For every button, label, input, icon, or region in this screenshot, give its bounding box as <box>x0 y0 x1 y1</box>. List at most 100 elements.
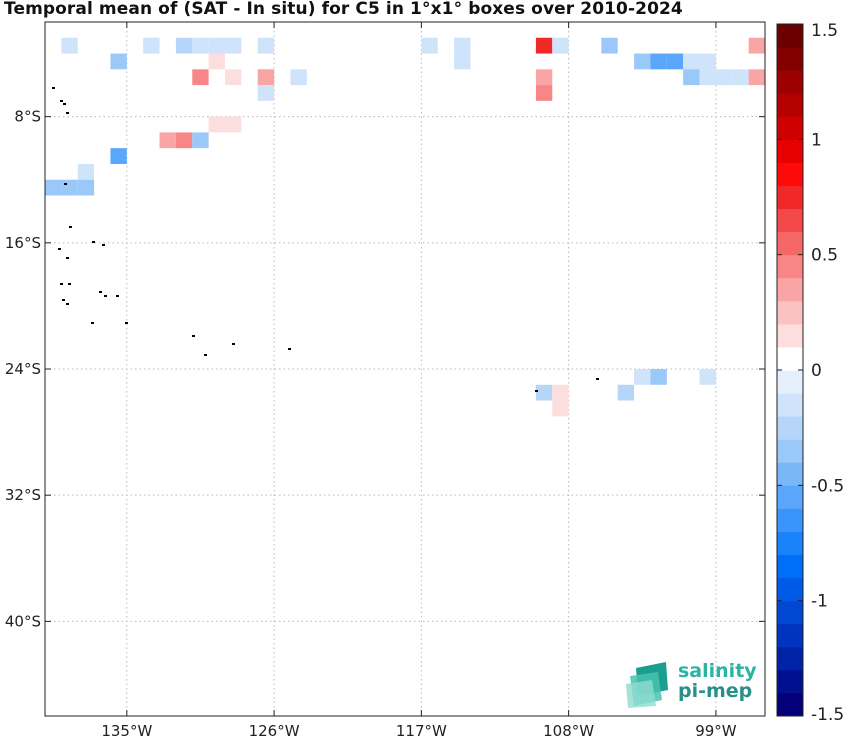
x-tick-label: 108°W <box>543 722 594 740</box>
heatmap-cell <box>192 132 209 149</box>
island-mark <box>66 303 69 305</box>
heatmap-cell <box>257 69 275 86</box>
salinity-pi-mep-logo: salinity pi-mep <box>626 660 757 710</box>
heatmap-cell <box>454 37 471 54</box>
colorbar-swatch <box>777 93 803 117</box>
heatmap-cell <box>699 69 716 86</box>
island-mark <box>192 335 195 337</box>
y-tick-label: 24°S <box>5 360 41 378</box>
colorbar-swatch <box>777 646 803 671</box>
colorbar-swatch <box>777 24 803 48</box>
heatmap-cell <box>77 163 95 180</box>
island-mark <box>60 100 63 102</box>
heatmap-cell <box>257 37 275 54</box>
colorbar-swatch <box>777 277 803 302</box>
island-mark <box>66 112 69 114</box>
colorbar-swatch <box>777 162 803 186</box>
colorbar-swatch <box>777 185 803 210</box>
heatmap-cell <box>257 85 275 101</box>
y-tick-label: 32°S <box>5 486 41 504</box>
heatmap-cell <box>535 384 553 401</box>
heatmap-cell <box>650 369 667 385</box>
island-mark <box>596 378 599 380</box>
colorbar-swatch <box>777 577 803 602</box>
heatmap-cell <box>699 53 716 70</box>
island-mark <box>204 354 207 356</box>
heatmap-cell <box>552 384 569 401</box>
heatmap-cell <box>192 69 209 86</box>
colorbar-swatch <box>777 623 803 648</box>
island-mark <box>66 257 69 259</box>
x-tick-label: 126°W <box>249 722 300 740</box>
colorbar-tick-label: -1.5 <box>811 705 844 725</box>
x-tick-label: 99°W <box>695 722 737 740</box>
heatmap-cell <box>683 53 700 70</box>
island-mark <box>58 248 61 250</box>
colorbar-swatch <box>777 600 803 625</box>
colorbar-swatch <box>777 393 803 417</box>
heatmap-cell <box>143 37 160 54</box>
island-mark <box>63 103 66 105</box>
logo-text-pi-mep: pi-mep <box>678 680 753 702</box>
heatmap-cell <box>61 37 78 54</box>
colorbar-swatch <box>777 254 803 279</box>
logo-wave-icon <box>626 662 668 708</box>
island-mark <box>116 295 119 297</box>
heatmap-cell <box>192 37 209 54</box>
heatmap-cell <box>175 132 193 149</box>
heatmap-cell <box>650 53 667 70</box>
island-mark <box>64 183 67 185</box>
island-mark <box>68 283 71 285</box>
island-mark <box>288 348 291 350</box>
heatmap-cell <box>77 179 95 196</box>
colorbar-tick-label: -0.5 <box>811 476 844 496</box>
heatmap-cell <box>617 384 635 401</box>
heatmap-cell <box>666 53 684 70</box>
colorbar-swatch <box>777 139 803 163</box>
island-mark <box>52 87 55 89</box>
colorbar-swatch <box>777 47 803 71</box>
x-tick-label: 117°W <box>396 722 447 740</box>
heatmap-cell <box>748 69 765 86</box>
heatmap-cell <box>45 179 62 196</box>
colorbar-swatch <box>777 462 803 486</box>
heatmap-cell <box>208 37 225 54</box>
heatmap-cell <box>208 116 225 133</box>
colorbar-tick-label: -1 <box>811 592 828 612</box>
island-mark <box>91 322 94 324</box>
colorbar-tick-label: 0.5 <box>811 246 838 266</box>
heatmap-cell <box>110 148 127 164</box>
colorbar-swatch <box>777 116 803 140</box>
colorbar-swatch <box>777 323 803 348</box>
island-mark <box>125 322 128 324</box>
heatmap-cell <box>634 53 651 70</box>
island-mark <box>60 283 63 285</box>
island-mark <box>104 295 107 297</box>
heatmap-cell <box>225 116 242 133</box>
colorbar-swatch <box>777 300 803 325</box>
island-mark <box>232 343 235 345</box>
heatmap-cell <box>699 369 716 385</box>
y-tick-label: 16°S <box>5 234 41 252</box>
colorbar-swatch <box>777 370 803 394</box>
island-mark <box>92 241 95 243</box>
island-mark <box>102 244 105 246</box>
colorbar-swatch <box>777 208 803 233</box>
colorbar-swatch <box>777 692 803 717</box>
island-mark <box>69 226 72 228</box>
heatmap-cell <box>225 69 242 86</box>
heatmap-cell <box>552 37 569 54</box>
colorbar-swatch <box>777 485 803 509</box>
heatmap-cell <box>535 37 553 54</box>
colorbar-tick-label: 1.5 <box>811 21 838 41</box>
island-mark <box>535 390 538 392</box>
heatmap-cell <box>732 69 749 86</box>
heatmap-cell <box>535 85 553 101</box>
heatmap-cell <box>634 369 651 385</box>
heatmap-cell <box>421 37 438 54</box>
heatmap-cell <box>290 69 307 86</box>
colorbar-swatch <box>777 346 803 371</box>
island-mark <box>62 299 65 301</box>
